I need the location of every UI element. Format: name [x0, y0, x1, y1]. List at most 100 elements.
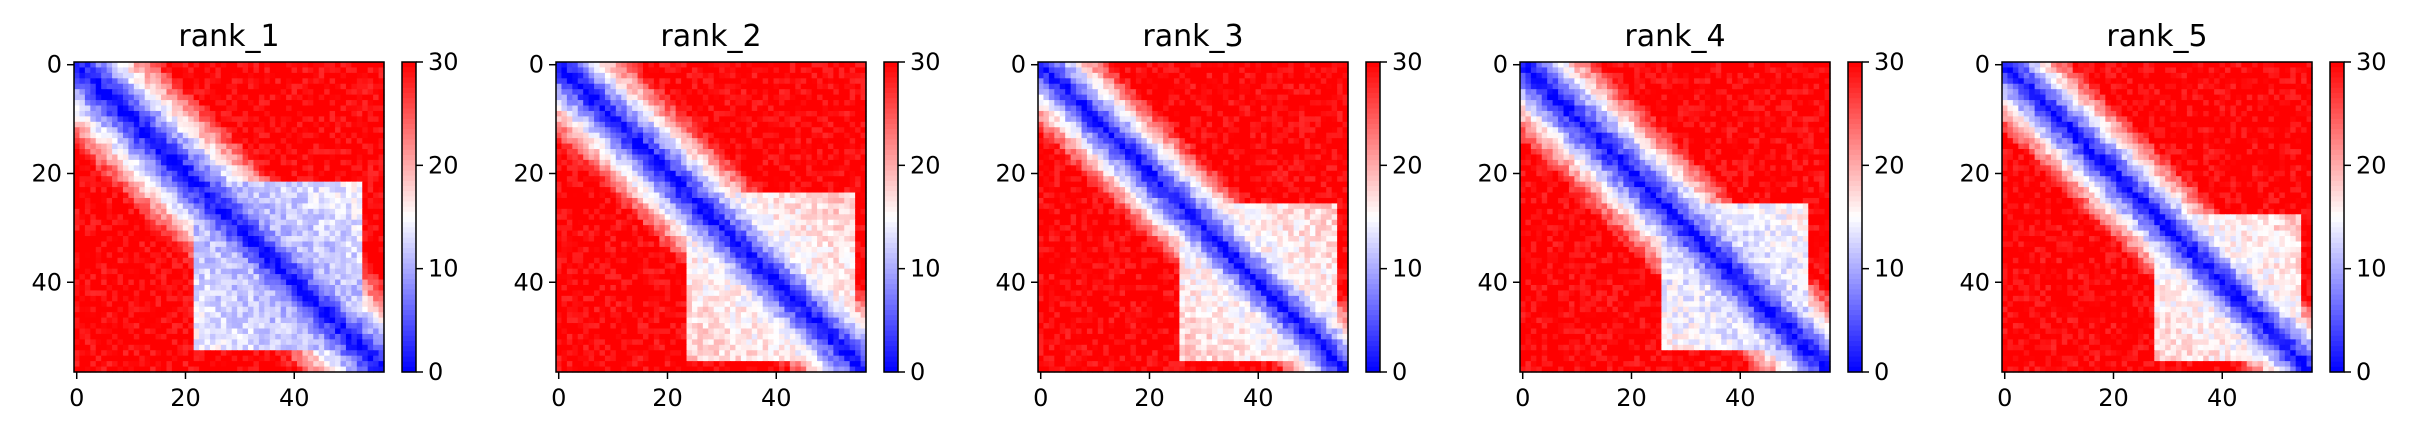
- heatmap-cell: [827, 132, 834, 139]
- heatmap-cell: [199, 328, 206, 335]
- heatmap-cell: [378, 257, 385, 264]
- heatmap-cell: [291, 290, 298, 297]
- heatmap-cell: [817, 154, 824, 161]
- heatmap-cell: [275, 208, 282, 215]
- heatmap-cell: [215, 257, 222, 264]
- heatmap-cell: [253, 72, 260, 79]
- heatmap-cell: [171, 219, 178, 226]
- heatmap-cell: [237, 154, 244, 161]
- heatmap-cell: [215, 78, 222, 85]
- heatmap-cell: [291, 246, 298, 253]
- heatmap-cell: [188, 170, 195, 177]
- heatmap-cell: [604, 192, 611, 199]
- heatmap-cell: [226, 295, 233, 302]
- heatmap-cell: [572, 154, 579, 161]
- heatmap-cell: [122, 252, 129, 259]
- heatmap-cell: [128, 344, 135, 351]
- heatmap-cell: [237, 110, 244, 117]
- heatmap-cell: [269, 154, 276, 161]
- heatmap-cell: [795, 72, 802, 79]
- heatmap-cell: [713, 181, 720, 188]
- heatmap-cell: [583, 203, 590, 210]
- heatmap-cell: [248, 89, 255, 96]
- heatmap-cell: [702, 214, 709, 221]
- heatmap-cell: [746, 89, 753, 96]
- heatmap-cell: [675, 192, 682, 199]
- heatmap-cell: [231, 203, 238, 210]
- heatmap-cell: [827, 121, 834, 128]
- heatmap-cell: [139, 257, 146, 264]
- heatmap-cell: [171, 236, 178, 243]
- heatmap-cell: [615, 159, 622, 166]
- heatmap-cell: [838, 62, 845, 69]
- heatmap-cell: [659, 132, 666, 139]
- heatmap-cell: [588, 208, 595, 215]
- heatmap-cell: [373, 138, 380, 145]
- heatmap-cell: [768, 192, 775, 199]
- heatmap-cell: [95, 241, 102, 248]
- heatmap-cell: [811, 132, 818, 139]
- heatmap-cell: [166, 176, 173, 183]
- heatmap-cell: [193, 197, 200, 204]
- heatmap-cell: [594, 83, 601, 90]
- heatmap-cell: [367, 72, 374, 79]
- heatmap-cell: [275, 268, 282, 275]
- heatmap-cell: [827, 187, 834, 194]
- heatmap-cell: [653, 100, 660, 107]
- heatmap-cell: [280, 290, 287, 297]
- heatmap-cell: [112, 110, 119, 117]
- heatmap-cell: [242, 230, 249, 237]
- heatmap-cell: [849, 149, 856, 156]
- heatmap-cell: [615, 176, 622, 183]
- heatmap-cell: [632, 127, 639, 134]
- heatmap-cell: [378, 339, 385, 346]
- heatmap-cell: [90, 312, 97, 319]
- heatmap-cell: [209, 121, 216, 128]
- heatmap-cell: [378, 328, 385, 335]
- heatmap-cell: [275, 83, 282, 90]
- heatmap-cell: [795, 110, 802, 117]
- heatmap-cell: [242, 121, 249, 128]
- heatmap-cell: [220, 192, 227, 199]
- heatmap-cell: [740, 110, 747, 117]
- heatmap-cell: [177, 225, 184, 232]
- heatmap-cell: [615, 110, 622, 117]
- heatmap-cell: [150, 339, 157, 346]
- heatmap-cell: [566, 165, 573, 172]
- heatmap-cell: [789, 116, 796, 123]
- heatmap-cell: [307, 116, 314, 123]
- heatmap-cell: [171, 350, 178, 357]
- heatmap-cell: [566, 208, 573, 215]
- heatmap-cell: [604, 214, 611, 221]
- heatmap-cell: [182, 62, 189, 69]
- heatmap-cell: [275, 197, 282, 204]
- heatmap-cell: [362, 279, 369, 286]
- heatmap-cell: [215, 268, 222, 275]
- heatmap-cell: [588, 89, 595, 96]
- heatmap-cell: [670, 143, 677, 150]
- heatmap-cell: [817, 149, 824, 156]
- heatmap-cell: [139, 138, 146, 145]
- heatmap-cell: [324, 121, 331, 128]
- heatmap-cell: [280, 241, 287, 248]
- heatmap-cell: [307, 306, 314, 313]
- heatmap-cell: [117, 328, 124, 335]
- heatmap-cell: [204, 350, 211, 357]
- heatmap-cell: [133, 67, 140, 74]
- heatmap-cell: [188, 121, 195, 128]
- heatmap-cell: [318, 116, 325, 123]
- heatmap-cell: [101, 328, 108, 335]
- heatmap-cell: [746, 67, 753, 74]
- heatmap-cell: [209, 154, 216, 161]
- heatmap-cell: [155, 143, 162, 150]
- heatmap-cell: [572, 83, 579, 90]
- heatmap-cell: [373, 333, 380, 340]
- heatmap-cell: [204, 344, 211, 351]
- heatmap-cell: [231, 290, 238, 297]
- heatmap-cell: [724, 143, 731, 150]
- heatmap-cell: [345, 236, 352, 243]
- heatmap-cell: [577, 170, 584, 177]
- heatmap-cell: [822, 67, 829, 74]
- heatmap-cell: [702, 89, 709, 96]
- heatmap-cell: [90, 78, 97, 85]
